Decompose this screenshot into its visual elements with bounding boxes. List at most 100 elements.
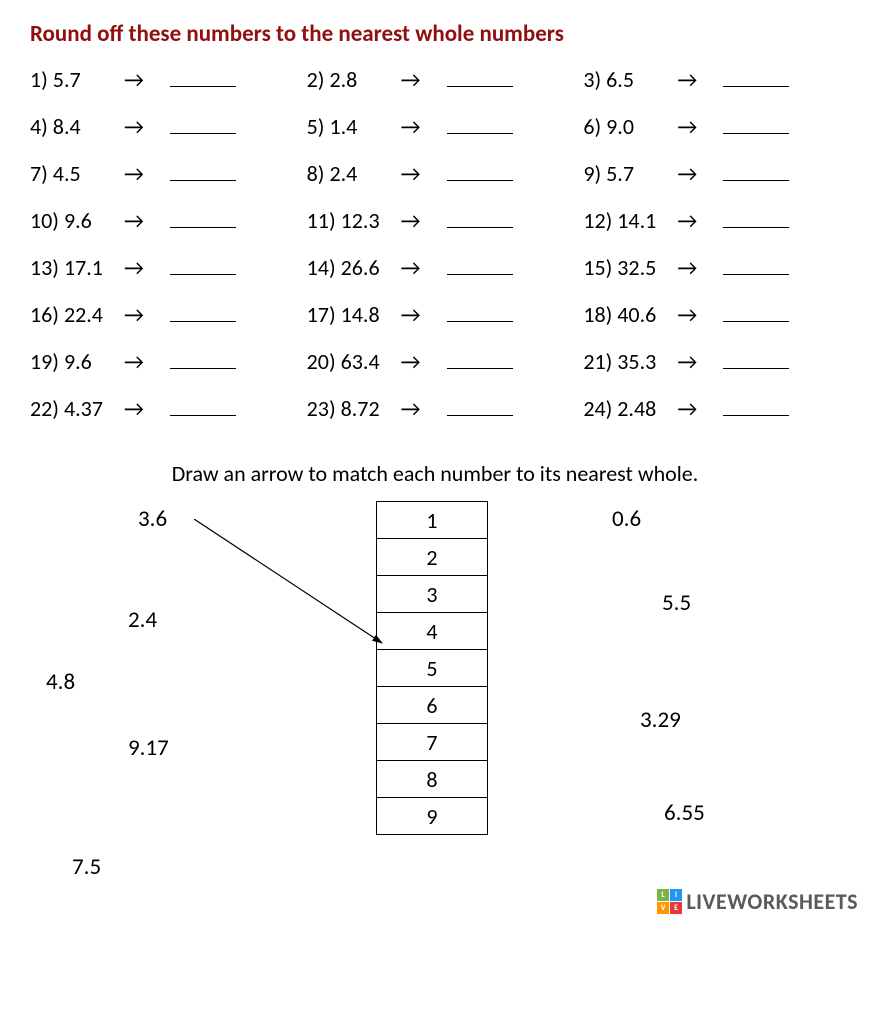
problem-item: 19) 9.6→ [30,348,297,375]
arrow-icon: → [401,348,431,375]
arrow-icon: → [677,348,707,375]
answer-blank[interactable] [170,86,236,87]
problem-item: 14) 26.6→ [307,254,574,281]
matching-area: 123456789 3.62.44.89.177.50.65.53.296.55… [30,501,850,901]
worksheet-title: Round off these numbers to the nearest w… [30,20,850,48]
scatter-number[interactable]: 3.29 [640,706,681,734]
answer-blank[interactable] [170,368,236,369]
watermark: LIVE LIVEWORKSHEETS [657,888,858,915]
arrow-icon: → [401,395,431,422]
table-cell: 6 [377,687,488,724]
answer-blank[interactable] [170,227,236,228]
problem-item: 2) 2.8→ [307,66,574,93]
arrow-icon: → [677,66,707,93]
problem-number-value: 3) 6.5 [583,66,677,93]
table-cell: 3 [377,576,488,613]
problem-number-value: 19) 9.6 [30,348,124,375]
problem-number-value: 24) 2.48 [583,395,677,422]
problem-number-value: 4) 8.4 [30,113,124,140]
problem-item: 21) 35.3→ [583,348,850,375]
answer-blank[interactable] [170,274,236,275]
answer-blank[interactable] [723,368,789,369]
scatter-number[interactable]: 7.5 [72,853,101,881]
arrow-icon: → [677,254,707,281]
scatter-number[interactable]: 9.17 [128,734,169,762]
table-cell: 4 [377,613,488,650]
problem-number-value: 6) 9.0 [583,113,677,140]
problem-item: 9) 5.7→ [583,160,850,187]
problem-item: 24) 2.48→ [583,395,850,422]
answer-blank[interactable] [170,415,236,416]
arrow-icon: → [124,254,154,281]
answer-blank[interactable] [447,415,513,416]
problem-item: 12) 14.1→ [583,207,850,234]
answer-blank[interactable] [447,321,513,322]
answer-blank[interactable] [723,415,789,416]
arrow-icon: → [124,395,154,422]
problem-number-value: 18) 40.6 [583,301,677,328]
problem-item: 8) 2.4→ [307,160,574,187]
scatter-number[interactable]: 3.6 [138,505,167,533]
table-cell: 5 [377,650,488,687]
arrow-icon: → [401,113,431,140]
watermark-text: LIVEWORKSHEETS [686,888,858,915]
answer-blank[interactable] [723,274,789,275]
answer-blank[interactable] [447,274,513,275]
problem-number-value: 21) 35.3 [583,348,677,375]
answer-blank[interactable] [170,133,236,134]
answer-blank[interactable] [723,86,789,87]
answer-blank[interactable] [447,368,513,369]
problem-number-value: 1) 5.7 [30,66,124,93]
arrow-icon: → [677,207,707,234]
problem-number-value: 22) 4.37 [30,395,124,422]
problem-number-value: 14) 26.6 [307,254,401,281]
problem-item: 6) 9.0→ [583,113,850,140]
answer-blank[interactable] [723,180,789,181]
arrow-icon: → [677,395,707,422]
problem-item: 1) 5.7→ [30,66,297,93]
problem-item: 5) 1.4→ [307,113,574,140]
answer-blank[interactable] [447,180,513,181]
answer-blank[interactable] [447,86,513,87]
arrow-icon: → [677,160,707,187]
problems-grid: 1) 5.7→2) 2.8→3) 6.5→4) 8.4→5) 1.4→6) 9.… [30,66,850,422]
problem-number-value: 16) 22.4 [30,301,124,328]
problem-item: 7) 4.5→ [30,160,297,187]
answer-blank[interactable] [447,227,513,228]
answer-blank[interactable] [170,180,236,181]
problem-number-value: 15) 32.5 [583,254,677,281]
arrow-icon: → [124,301,154,328]
problem-item: 11) 12.3→ [307,207,574,234]
scatter-number[interactable]: 0.6 [612,505,641,533]
problem-number-value: 23) 8.72 [307,395,401,422]
problem-item: 15) 32.5→ [583,254,850,281]
answer-blank[interactable] [723,133,789,134]
problem-number-value: 11) 12.3 [307,207,401,234]
problem-number-value: 8) 2.4 [307,160,401,187]
answer-blank[interactable] [447,133,513,134]
problem-item: 17) 14.8→ [307,301,574,328]
arrow-icon: → [401,254,431,281]
arrow-icon: → [401,207,431,234]
problem-item: 10) 9.6→ [30,207,297,234]
arrow-icon: → [124,207,154,234]
arrow-icon: → [401,66,431,93]
answer-blank[interactable] [723,321,789,322]
arrow-icon: → [677,113,707,140]
scatter-number[interactable]: 5.5 [662,589,691,617]
answer-blank[interactable] [723,227,789,228]
problem-number-value: 17) 14.8 [307,301,401,328]
problem-number-value: 13) 17.1 [30,254,124,281]
scatter-number[interactable]: 4.8 [46,668,75,696]
problem-number-value: 2) 2.8 [307,66,401,93]
problem-item: 4) 8.4→ [30,113,297,140]
problem-number-value: 20) 63.4 [307,348,401,375]
problem-item: 22) 4.37→ [30,395,297,422]
problem-item: 3) 6.5→ [583,66,850,93]
scatter-number[interactable]: 2.4 [128,606,157,634]
problem-item: 13) 17.1→ [30,254,297,281]
table-cell: 8 [377,761,488,798]
problem-item: 18) 40.6→ [583,301,850,328]
answer-blank[interactable] [170,321,236,322]
scatter-number[interactable]: 6.55 [664,799,705,827]
